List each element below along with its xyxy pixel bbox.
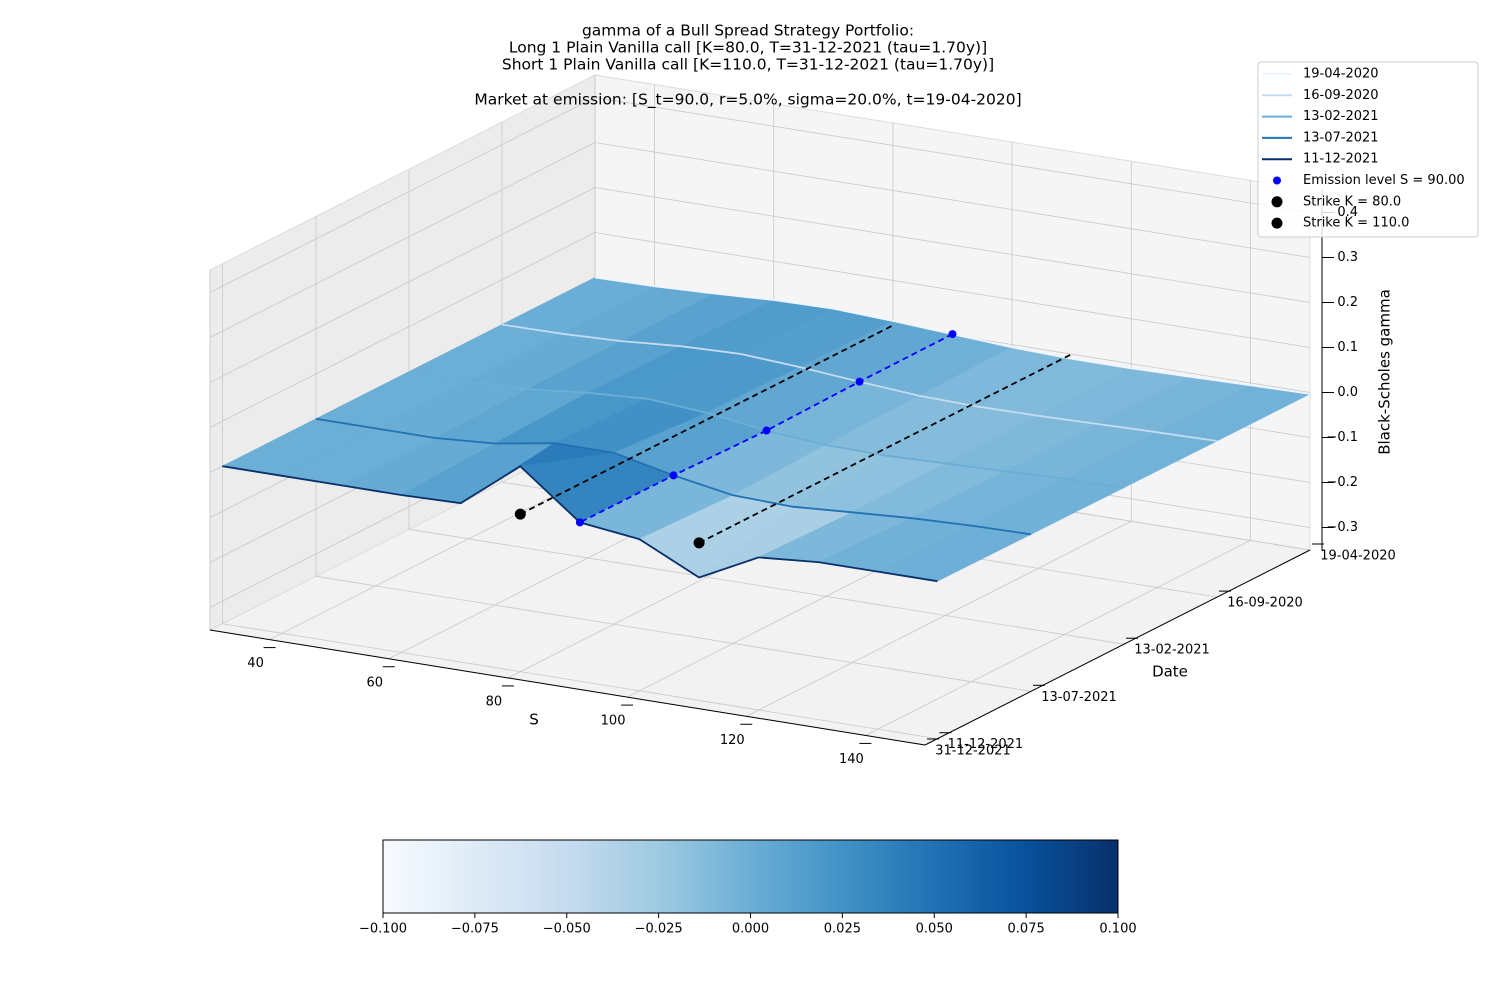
z-tick-label: −0.2 <box>1326 475 1358 490</box>
colorbar-tick-label: 0.075 <box>1008 922 1045 937</box>
grid-line <box>746 520 1132 717</box>
z-tick-label: 0.4 <box>1337 205 1358 220</box>
legend-label: Emission level S = 90.00 <box>1303 173 1465 188</box>
legend: 19-04-2020 16-09-2020 13-02-2021 13-07-2021… <box>1257 61 1479 238</box>
x-tick-label: 40 <box>247 656 264 671</box>
x-tick-label: 100 <box>601 714 626 729</box>
colorbar-tick-label: 0.025 <box>824 922 861 937</box>
legend-label: Strike K = 110.0 <box>1303 216 1409 231</box>
emission-point <box>575 518 584 527</box>
y-axis <box>924 549 1311 746</box>
strike-point <box>693 537 705 549</box>
colorbar-tick-label: 0.100 <box>1099 922 1136 937</box>
emission-point <box>855 377 864 386</box>
z-tick-label: 0.2 <box>1337 295 1358 310</box>
colorbar-tick-label: 0.050 <box>916 922 953 937</box>
strike-point <box>514 508 526 520</box>
legend-label: 13-02-2021 <box>1303 109 1379 124</box>
legend-label: 11-12-2021 <box>1303 152 1379 167</box>
colorbar-tick-label: −0.025 <box>635 922 683 937</box>
legend-label: 16-09-2020 <box>1303 88 1379 103</box>
y-tick-label: 13-07-2021 <box>1041 690 1117 705</box>
colorbar-tick-label: 0.000 <box>732 922 769 937</box>
y-tick-label: 16-09-2020 <box>1227 596 1303 611</box>
legend-label: 19-04-2020 <box>1303 67 1379 82</box>
colorbar-tick-label: −0.100 <box>359 922 407 937</box>
grid-line <box>408 528 1125 645</box>
plot-area <box>221 276 1311 583</box>
z-tick-label: −0.1 <box>1326 430 1358 445</box>
z-tick-label: 0.0 <box>1337 385 1358 400</box>
grid-line <box>209 232 596 428</box>
z-tick-label: 0.1 <box>1337 340 1358 355</box>
x-axis <box>209 629 926 746</box>
grid-line <box>209 187 596 383</box>
colorbar <box>382 839 1119 914</box>
grid-line <box>222 623 938 740</box>
legend-label: Strike K = 80.0 <box>1303 194 1401 209</box>
legend-label: 13-07-2021 <box>1303 130 1379 145</box>
z-axis-label: Black-Scholes gamma <box>1376 289 1394 455</box>
y-tick-label: 13-02-2021 <box>1134 643 1210 658</box>
legend-swatch <box>1273 176 1281 185</box>
y-axis-label: Date <box>1152 663 1188 681</box>
x-tick-label: 120 <box>720 733 745 748</box>
y-tick-label: 31-12-2021 <box>935 744 1011 759</box>
emission-point <box>948 330 957 339</box>
grid-line <box>594 142 1311 258</box>
x-axis-label: S <box>529 711 539 729</box>
grid-line <box>209 97 596 293</box>
legend-swatch <box>1271 217 1283 229</box>
legend-box <box>1257 61 1479 238</box>
chart-title: Long 1 Plain Vanilla call [K=80.0, T=31-… <box>509 39 987 57</box>
y-tick-label: 11-12-2021 <box>948 737 1024 752</box>
grid-line <box>865 540 1251 736</box>
chart-title: Short 1 Plain Vanilla call [K=110.0, T=3… <box>502 56 994 74</box>
y-tick-label: 19-04-2020 <box>1320 549 1396 564</box>
chart-title: Market at emission: [S_t=90.0, r=5.0%, s… <box>474 91 1021 110</box>
x-tick-label: 140 <box>839 752 864 767</box>
x-tick-label: 60 <box>366 675 383 690</box>
emission-point <box>669 471 678 480</box>
grid-line <box>594 187 1311 303</box>
grid-line <box>315 575 1032 692</box>
colorbar-tick-label: −0.075 <box>451 922 499 937</box>
grid-line <box>594 97 1311 213</box>
z-tick-label: −0.3 <box>1326 520 1358 535</box>
grid-line <box>209 142 596 338</box>
x-tick-label: 80 <box>486 694 503 709</box>
colorbar-tick-label: −0.050 <box>543 922 591 937</box>
legend-swatch <box>1271 196 1283 208</box>
chart-title: gamma of a Bull Spread Strategy Portfoli… <box>582 22 914 40</box>
grid-line <box>594 232 1311 348</box>
emission-point <box>762 426 771 435</box>
z-tick-label: 0.3 <box>1337 250 1358 265</box>
